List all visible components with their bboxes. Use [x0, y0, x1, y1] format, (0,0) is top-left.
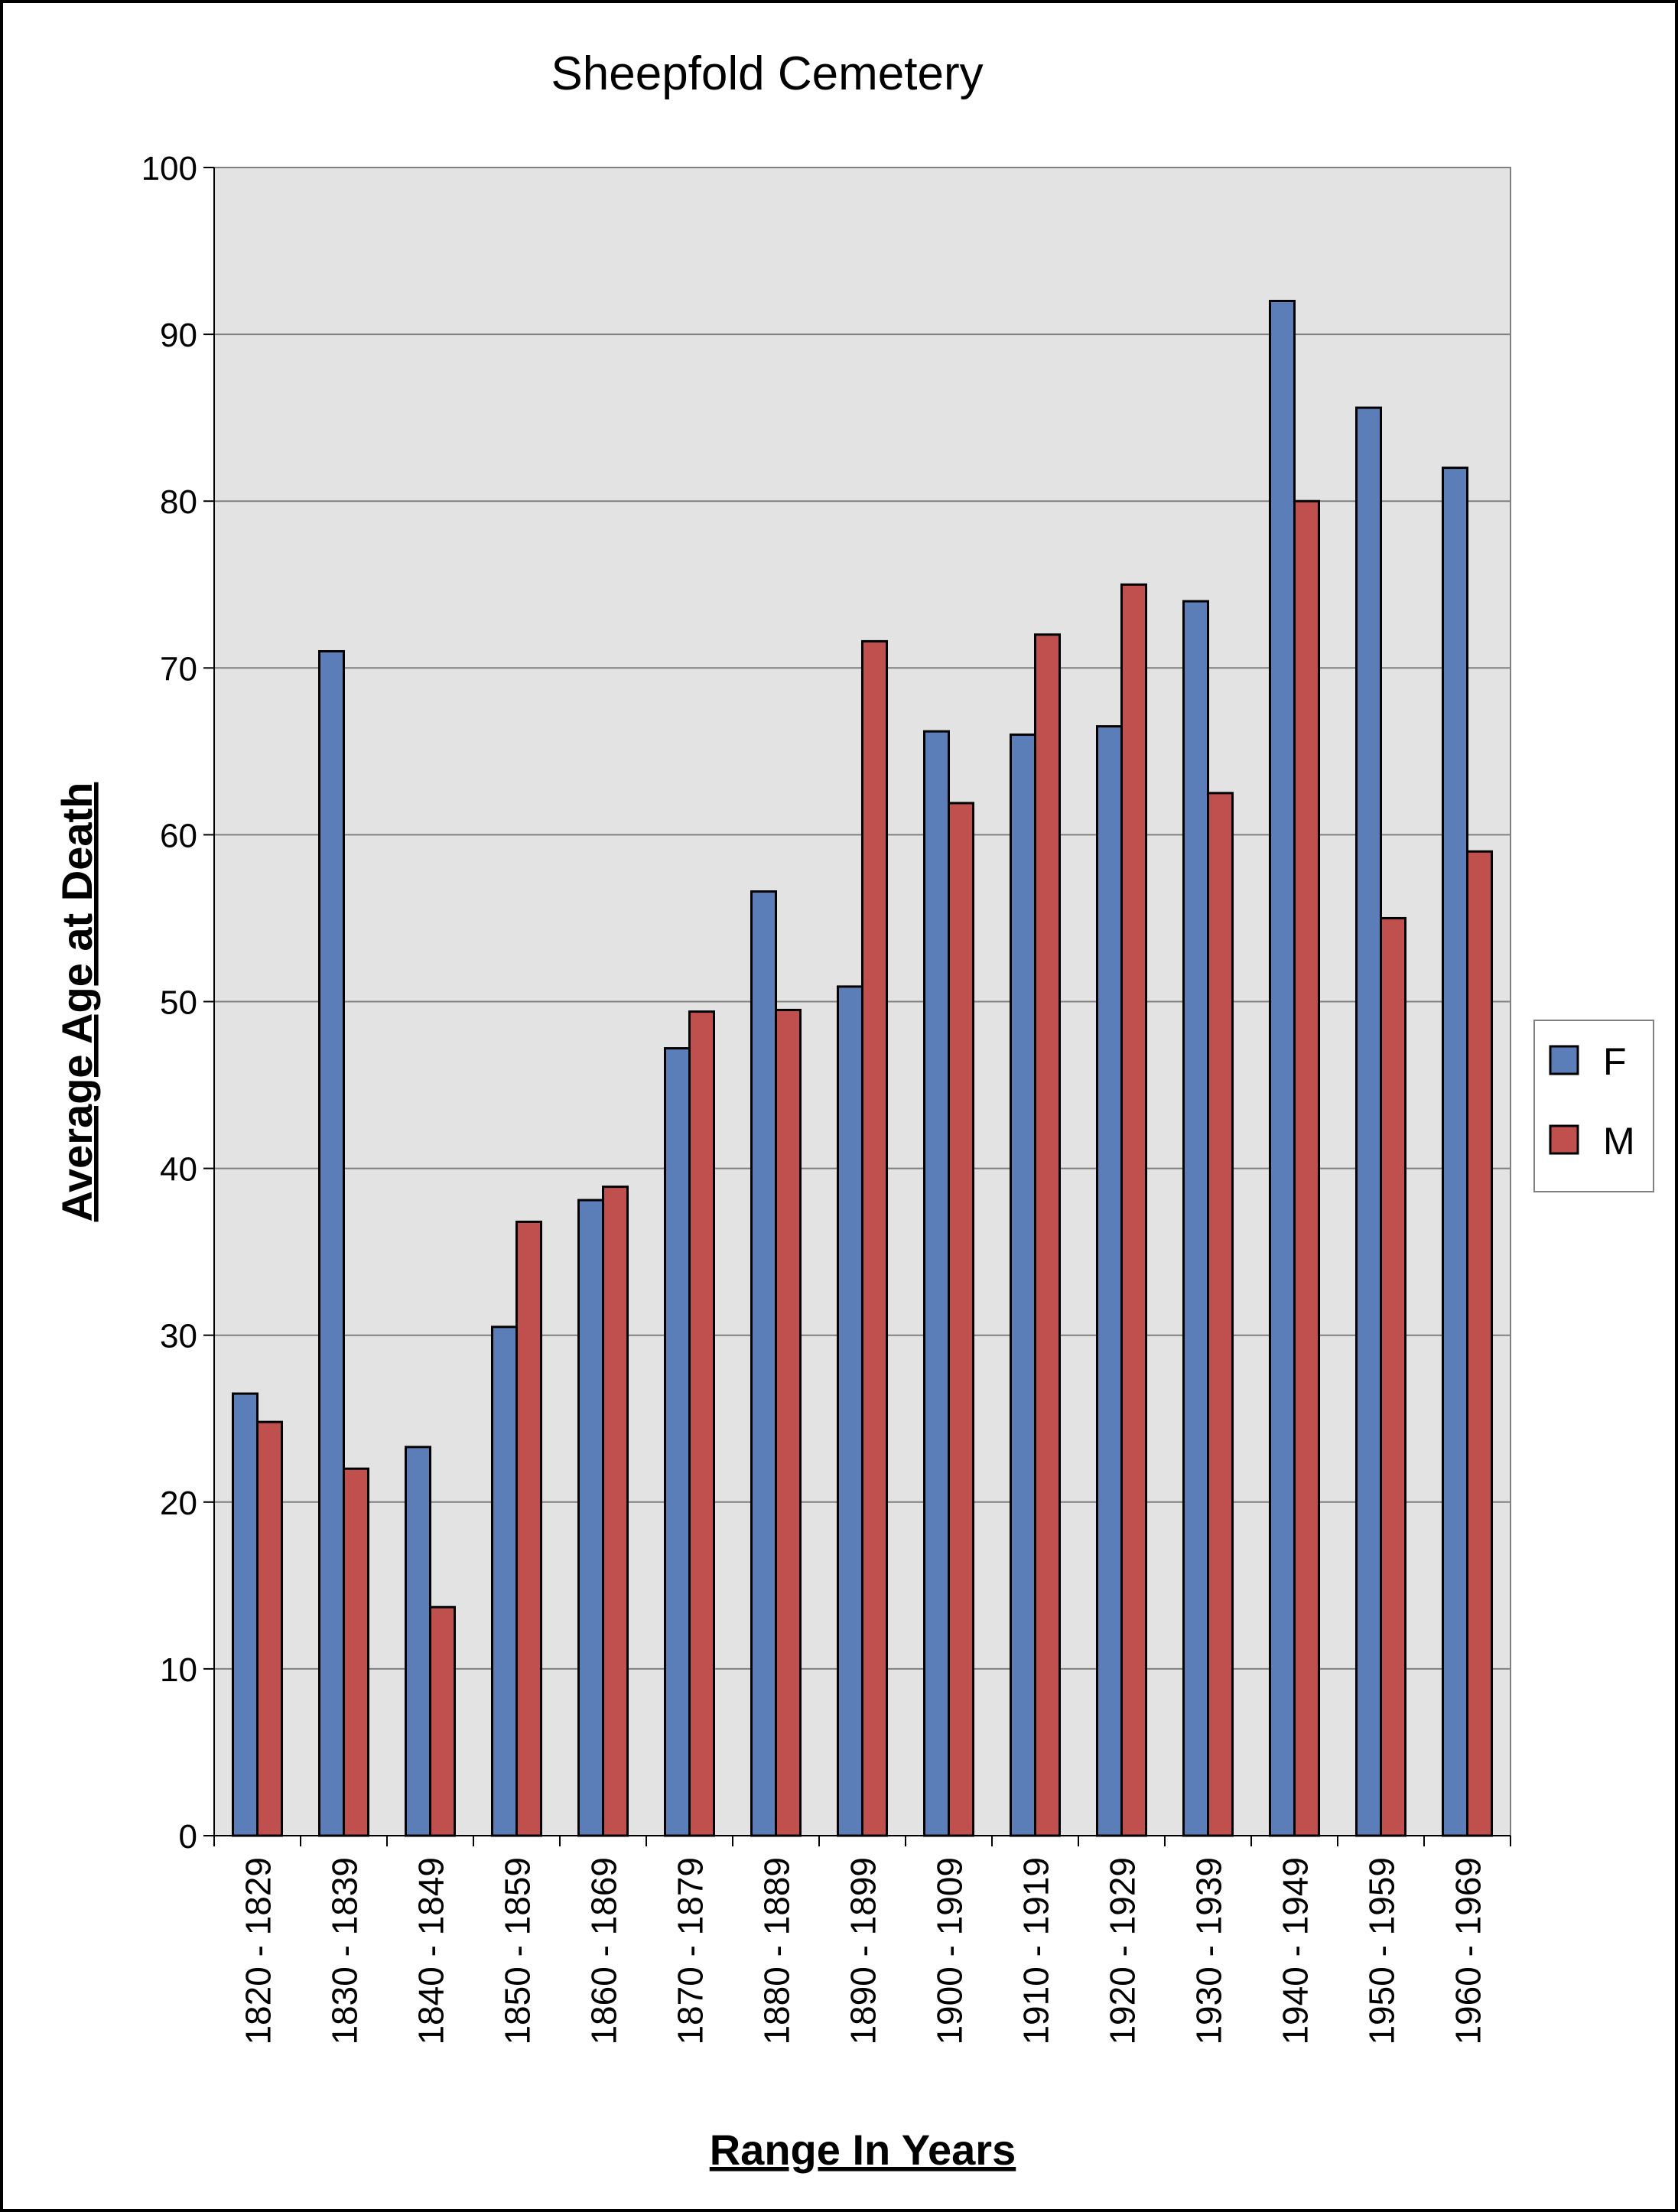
bar-f-11: [1182, 600, 1209, 1837]
bar-m-0: [256, 1420, 283, 1837]
bar-f-5: [664, 1047, 691, 1837]
bar-f-6: [750, 890, 777, 1837]
bar-f-13: [1355, 406, 1382, 1837]
bar-f-3: [491, 1326, 518, 1837]
bar-m-10: [1120, 583, 1147, 1837]
x-tick-label: 1880 - 1889: [757, 1857, 797, 2045]
y-tick-label: 90: [160, 317, 197, 354]
bar-m-11: [1207, 792, 1234, 1837]
bar-m-3: [515, 1220, 542, 1837]
x-tick-label: 1940 - 1949: [1276, 1857, 1315, 2045]
x-axis-label: Range In Years: [710, 2126, 1016, 2174]
x-tick-label: 1900 - 1909: [930, 1857, 970, 2045]
legend: F M: [1533, 1020, 1654, 1192]
bar-m-7: [861, 639, 888, 1837]
x-tick-label: 1960 - 1969: [1449, 1857, 1488, 2045]
y-axis-label: Average Age at Death: [53, 782, 101, 1222]
y-tick-label: 80: [160, 483, 197, 521]
chart-title: Sheepfold Cemetery: [551, 47, 983, 100]
bar-m-12: [1293, 499, 1320, 1837]
bar-f-2: [405, 1446, 431, 1837]
legend-label-f: F: [1603, 1040, 1627, 1083]
bar-m-13: [1380, 916, 1406, 1837]
bar-m-9: [1034, 633, 1061, 1837]
x-tick-label: 1950 - 1959: [1362, 1857, 1402, 2045]
bar-m-1: [343, 1467, 369, 1837]
x-tick-label: 1870 - 1879: [671, 1857, 711, 2045]
x-tick-label: 1840 - 1849: [411, 1857, 451, 2045]
bar-m-4: [602, 1186, 629, 1837]
y-tick-label: 0: [179, 1818, 197, 1856]
x-tick-label: 1930 - 1939: [1189, 1857, 1229, 2045]
y-tick-label: 60: [160, 817, 197, 854]
bar-f-9: [1010, 734, 1036, 1837]
x-axis-ticks: 1820 - 1829 1830 - 1839 1840 - 1849 1850 - …: [213, 1836, 1511, 2045]
y-tick-label: 20: [160, 1485, 197, 1522]
bar-f-7: [837, 985, 863, 1837]
bar-m-2: [429, 1605, 456, 1837]
bar-m-6: [775, 1008, 802, 1837]
bar-f-8: [923, 730, 950, 1837]
x-tick-label: 1920 - 1929: [1103, 1857, 1143, 2045]
y-tick-label: 30: [160, 1318, 197, 1355]
x-tick-label: 1890 - 1899: [844, 1857, 883, 2045]
y-axis-ticks: 0 10 20 30 40 50 60 70 80 90 100: [141, 150, 214, 1856]
y-tick-label: 70: [160, 650, 197, 688]
bar-m-8: [948, 802, 974, 1837]
bar-m-14: [1466, 850, 1493, 1837]
y-tick-label: 100: [141, 150, 197, 187]
bar-f-0: [232, 1392, 259, 1837]
bar-m-5: [688, 1010, 715, 1837]
x-tick-label: 1910 - 1919: [1016, 1857, 1056, 2045]
plot-area: 0 10 20 30 40 50 60 70 80 90 100 1820 - 1829 1830 -…: [141, 150, 1511, 2045]
bar-f-14: [1442, 467, 1468, 1837]
bar-f-1: [318, 649, 345, 1837]
x-tick-label: 1820 - 1829: [239, 1857, 278, 2045]
legend-swatch-f: [1549, 1045, 1579, 1075]
x-tick-label: 1860 - 1869: [584, 1857, 624, 2045]
y-tick-label: 50: [160, 984, 197, 1022]
bar-f-10: [1096, 725, 1123, 1837]
legend-swatch-m: [1549, 1124, 1579, 1155]
y-tick-label: 10: [160, 1651, 197, 1689]
x-tick-label: 1830 - 1839: [325, 1857, 365, 2045]
y-tick-label: 40: [160, 1151, 197, 1189]
bar-f-12: [1269, 299, 1296, 1837]
x-tick-label: 1850 - 1859: [498, 1857, 538, 2045]
legend-label-m: M: [1603, 1120, 1635, 1163]
bar-f-4: [577, 1199, 604, 1837]
